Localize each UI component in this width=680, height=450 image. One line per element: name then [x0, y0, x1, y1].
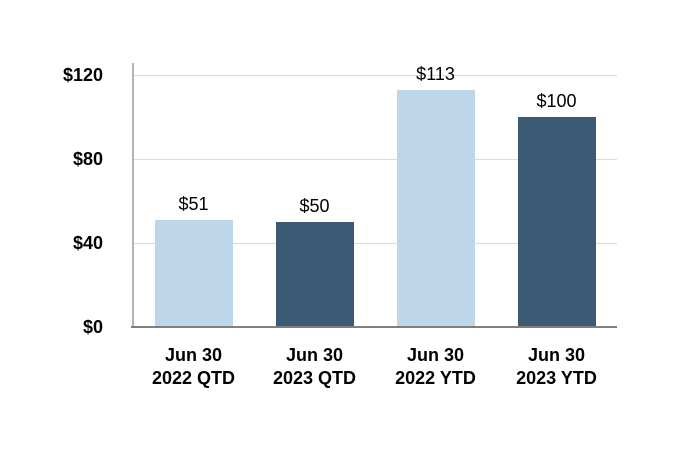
- x-axis-line: [131, 326, 617, 328]
- x-category-label: Jun 30 2022 QTD: [151, 345, 236, 388]
- bar: [517, 117, 596, 327]
- bar: [396, 89, 475, 327]
- y-axis-line: [132, 63, 134, 327]
- bar: [275, 222, 354, 327]
- x-category-label: Jun 30 2023 YTD: [516, 345, 597, 388]
- gridline: [133, 158, 617, 160]
- y-tick-label: $80: [72, 149, 103, 169]
- gridline: [133, 74, 617, 76]
- gridline: [133, 242, 617, 244]
- x-category-label: Jun 30 2023 QTD: [272, 345, 357, 388]
- y-tick-label: $0: [82, 317, 103, 337]
- bar-value-label: $100: [536, 91, 577, 111]
- bar-value-label: $50: [299, 196, 330, 216]
- bar-value-label: $51: [178, 193, 209, 214]
- y-tick-label: $120: [62, 65, 103, 85]
- bar-value-label: $113: [416, 63, 455, 84]
- x-category-label: Jun 30 2022 YTD: [395, 345, 476, 388]
- y-tick-label: $40: [72, 233, 103, 253]
- bar: [154, 219, 233, 327]
